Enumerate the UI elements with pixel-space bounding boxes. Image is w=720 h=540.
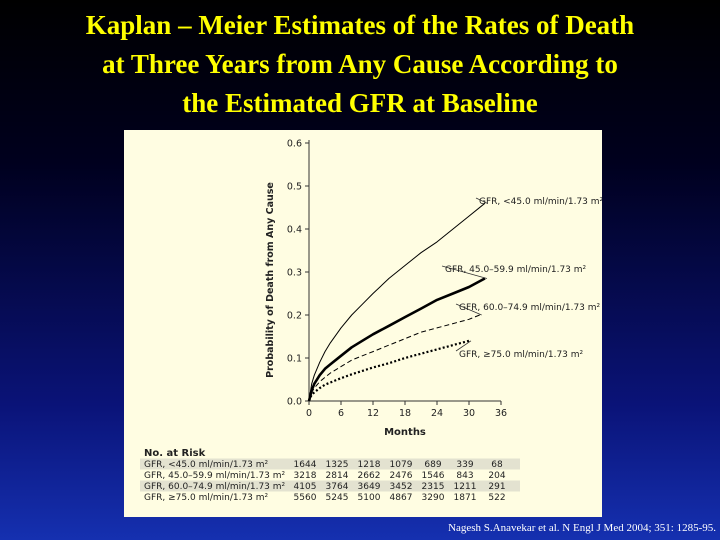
risk-value: 1325 <box>326 460 349 470</box>
curve-label-2: GFR, 45.0–59.9 ml/min/1.73 m² <box>445 265 587 275</box>
slide-title: Kaplan – Meier Estimates of the Rates of… <box>0 6 720 123</box>
risk-value: 1218 <box>358 460 381 470</box>
km-curve-3 <box>308 314 480 402</box>
curve-label-leader <box>441 265 488 279</box>
risk-value: 2814 <box>326 471 349 481</box>
x-tick-label: 18 <box>399 408 411 419</box>
risk-value: 689 <box>424 460 441 470</box>
x-tick-label: 36 <box>495 408 507 419</box>
risk-value: 522 <box>488 493 505 503</box>
citation: Nagesh S.Anavekar et al. N Engl J Med 20… <box>448 522 716 534</box>
risk-value: 1546 <box>422 471 445 481</box>
risk-table-title: No. at Risk <box>144 448 206 459</box>
km-curve-2 <box>307 277 486 402</box>
km-curve-1 <box>308 202 486 402</box>
y-tick-label: 0.2 <box>287 311 302 322</box>
x-tick-label: 6 <box>338 408 344 419</box>
risk-value: 3218 <box>294 471 317 481</box>
y-tick-label: 0.6 <box>287 139 302 150</box>
risk-value: 2662 <box>358 471 381 481</box>
risk-value: 1079 <box>390 460 413 470</box>
risk-value: 339 <box>456 460 473 470</box>
curve-label-1: GFR, <45.0 ml/min/1.73 m² <box>479 197 602 207</box>
risk-value: 1871 <box>454 493 477 503</box>
y-axis-label: Probability of Death from Any Cause <box>265 182 276 378</box>
risk-value: 291 <box>488 482 505 492</box>
risk-value: 3452 <box>390 482 413 492</box>
risk-row-label: GFR, 60.0–74.9 ml/min/1.73 m² <box>144 482 286 492</box>
risk-row-label: GFR, ≥75.0 ml/min/1.73 m² <box>144 493 269 503</box>
risk-value: 4867 <box>390 493 413 503</box>
x-tick-label: 12 <box>367 408 379 419</box>
y-tick-label: 0.4 <box>287 225 302 236</box>
risk-row-label: GFR, <45.0 ml/min/1.73 m² <box>144 460 269 470</box>
x-tick-label: 0 <box>306 408 312 419</box>
y-tick-label: 0.0 <box>287 397 302 408</box>
risk-value: 3764 <box>326 482 349 492</box>
risk-row-band <box>140 458 520 470</box>
curve-label-leader <box>455 340 472 352</box>
risk-row-label: GFR, 45.0–59.9 ml/min/1.73 m² <box>144 471 286 481</box>
curve-label-leader <box>475 197 488 204</box>
slide-title-line-3: the Estimated GFR at Baseline <box>182 88 538 118</box>
risk-value: 4105 <box>294 482 317 492</box>
risk-value: 3290 <box>422 493 445 503</box>
risk-value: 2315 <box>422 482 445 492</box>
x-axis-label: Months <box>384 427 426 438</box>
x-tick-label: 24 <box>431 408 443 419</box>
risk-value: 5100 <box>358 493 381 503</box>
kaplan-meier-chart: 0.00.10.20.30.40.50.60 6 12 18 24 30 36MonthsP… <box>140 139 602 503</box>
curve-label-3: GFR, 60.0–74.9 ml/min/1.73 m² <box>459 303 601 313</box>
slide-title-line-2: at Three Years from Any Cause According … <box>102 49 618 79</box>
y-tick-label: 0.3 <box>287 268 302 279</box>
risk-value: 5245 <box>326 493 349 503</box>
risk-value: 204 <box>488 471 505 481</box>
curve-label-leader <box>455 303 482 316</box>
risk-value: 68 <box>491 460 503 470</box>
km-curve-4 <box>307 339 470 402</box>
risk-value: 2476 <box>390 471 413 481</box>
slide-title-line-1: Kaplan – Meier Estimates of the Rates of… <box>85 10 635 40</box>
figure-panel: 0.0 0.1 0.2 0.3 0.4 0.5 0.6 0 6 12 18 24 30 36 Months P… <box>124 130 602 517</box>
risk-value: 1211 <box>454 482 477 492</box>
risk-value: 3649 <box>358 482 381 492</box>
curve-label-4: GFR, ≥75.0 ml/min/1.73 m² <box>459 350 584 360</box>
y-tick-label: 0.5 <box>287 182 302 193</box>
x-tick-label: 30 <box>463 408 475 419</box>
risk-value: 843 <box>456 471 473 481</box>
risk-row-band <box>140 480 520 492</box>
y-tick-label: 0.1 <box>287 354 302 365</box>
risk-value: 5560 <box>294 493 317 503</box>
risk-value: 1644 <box>294 460 317 470</box>
